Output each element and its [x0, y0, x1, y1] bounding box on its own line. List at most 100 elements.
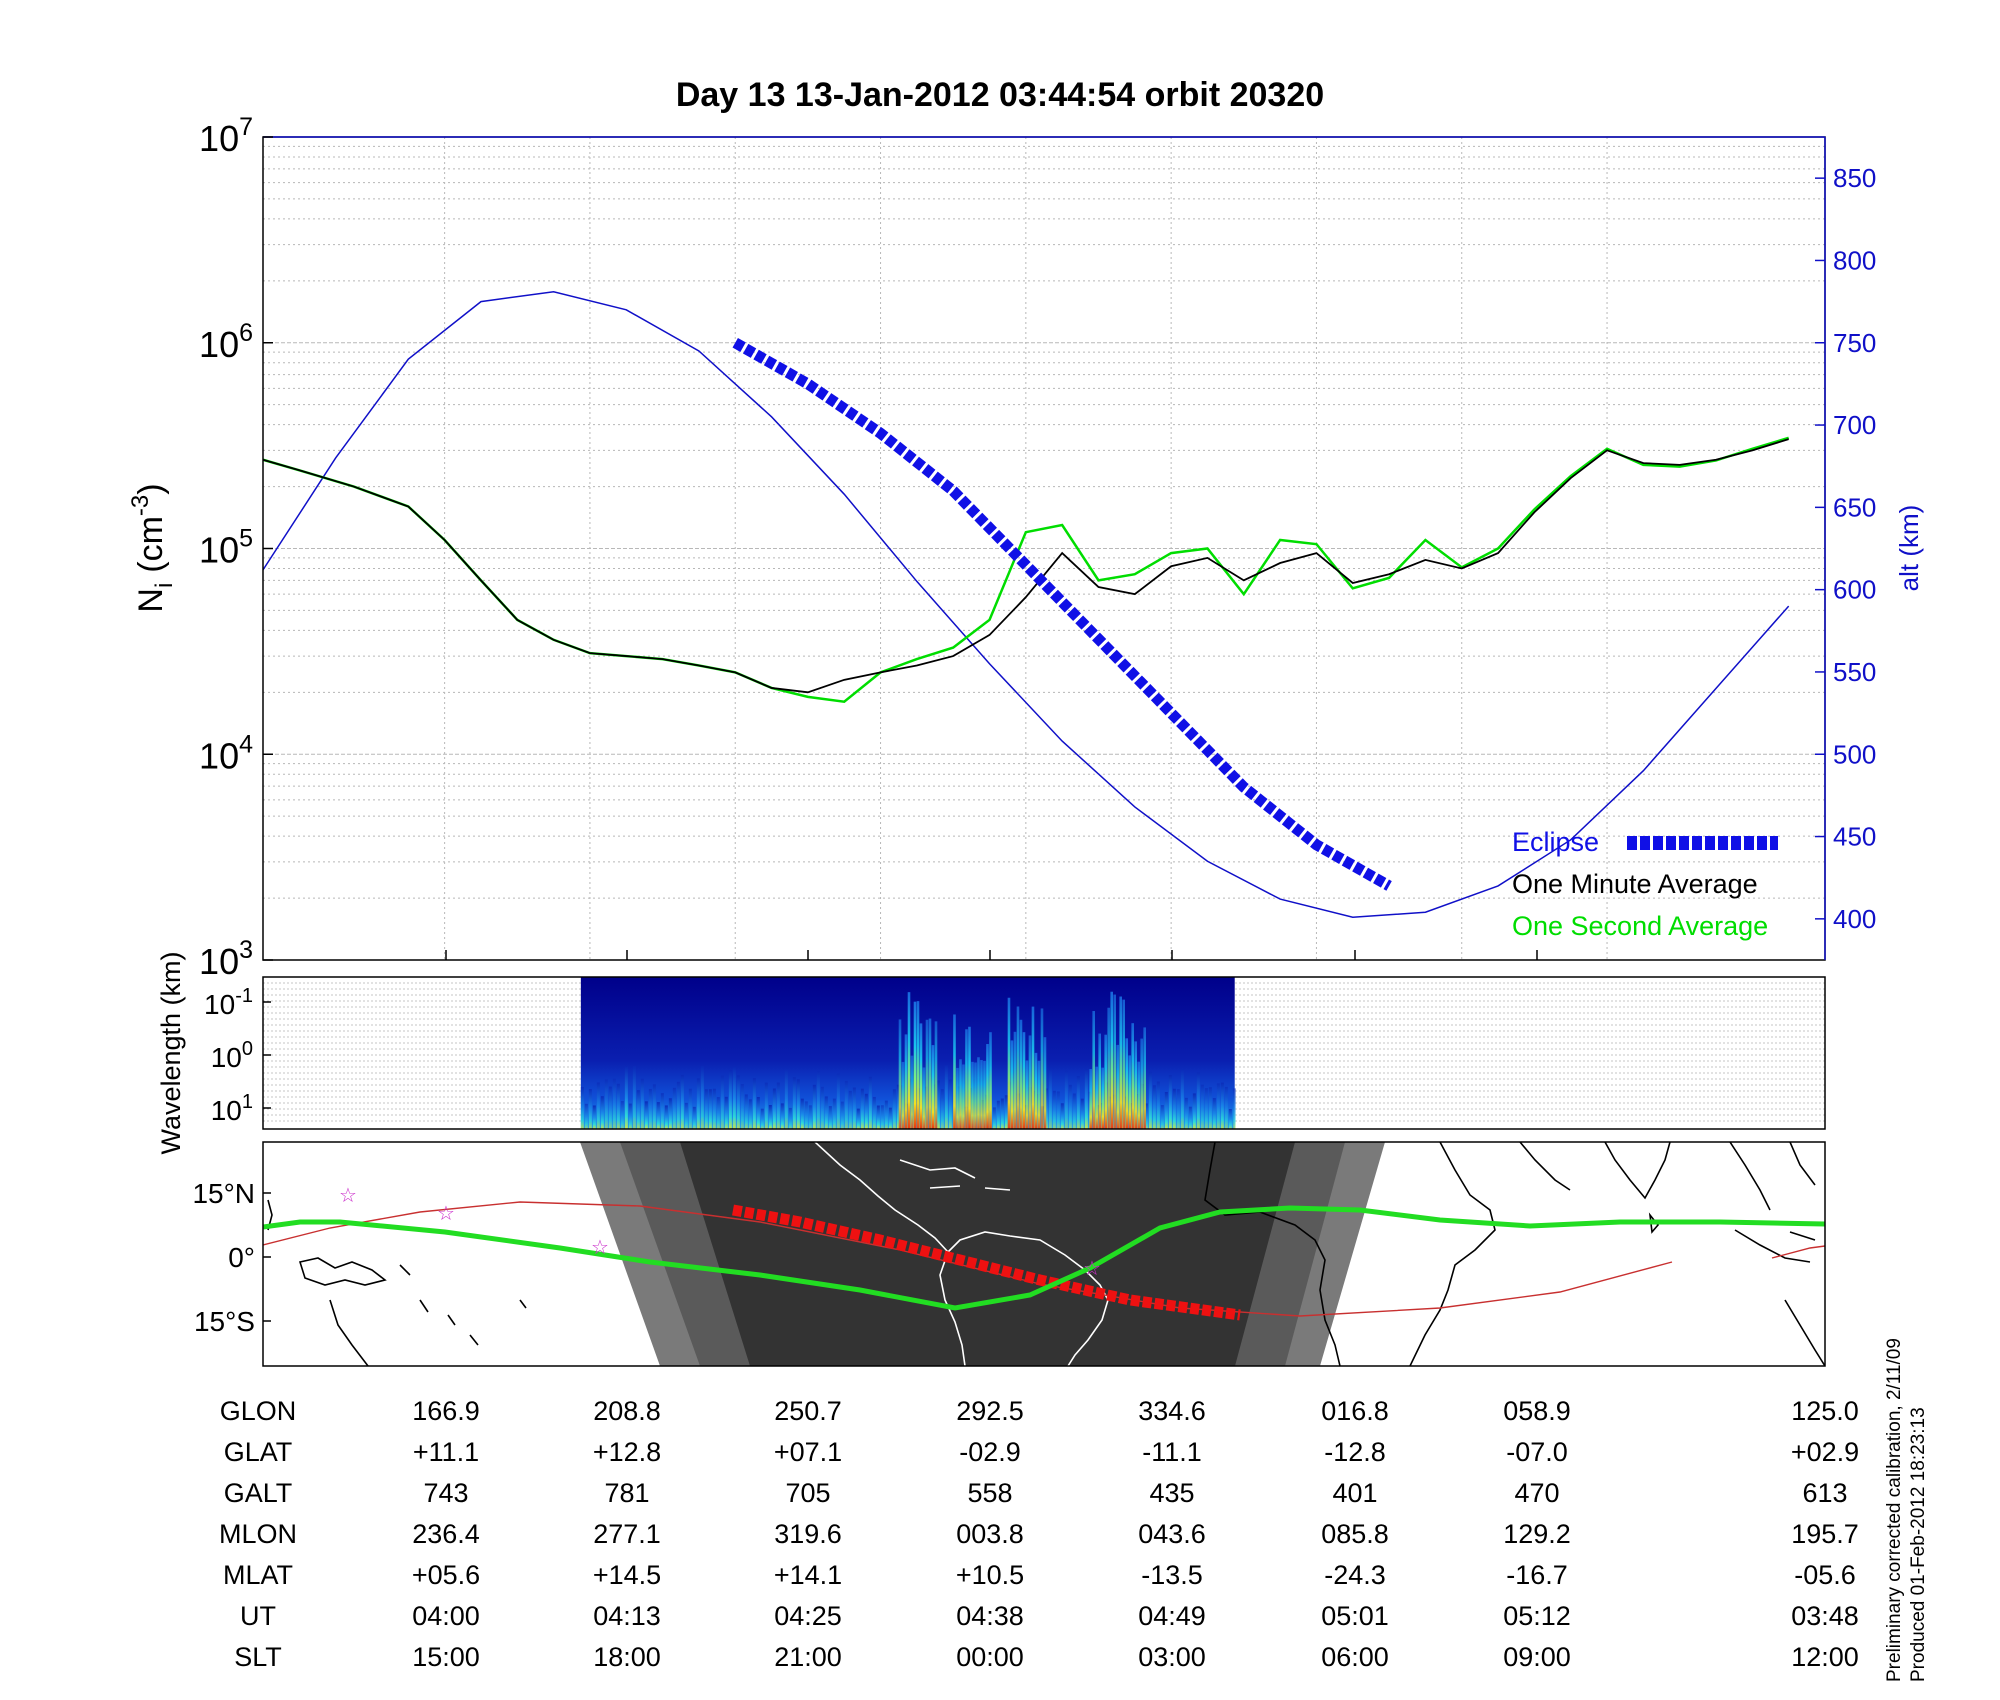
altitude-line: [262, 290, 1790, 918]
spectrogram-column: [1060, 1103, 1064, 1129]
spectrogram-column: [1004, 1095, 1008, 1129]
spectrogram-column: [1220, 1082, 1224, 1129]
density-legend: Eclipse One Minute Average One Second Av…: [1512, 827, 1778, 941]
spectrogram-column: [772, 1088, 776, 1129]
spectrogram-column: [1184, 1097, 1188, 1129]
spectrogram-column: [844, 1080, 848, 1129]
coast-australia: [329, 1299, 369, 1366]
tick-base: 10: [199, 118, 239, 159]
map-y-ticks: 15°N 0° 15°S: [192, 1178, 271, 1337]
spectrogram-column: [940, 1089, 944, 1129]
table-cell: 435: [1149, 1478, 1194, 1508]
spectrogram-column: [692, 1106, 696, 1129]
spectrogram-column: [996, 1100, 1000, 1129]
eclipse-line: [732, 337, 1392, 891]
spectrogram-column: [896, 1084, 900, 1129]
table-cell: 05:12: [1503, 1601, 1571, 1631]
table-row-label: GLON: [220, 1396, 297, 1426]
spectrogram-y-tick-label: 100: [211, 1038, 253, 1073]
spectrogram-column: [908, 1079, 912, 1129]
spectrogram-intense-column: [1119, 996, 1123, 1129]
orbit-info-table: GLON GLAT GALT MLON MLAT UT SLT 166.9 +11.1 743 23…: [219, 1396, 1859, 1672]
spectrogram-intense-column: [1022, 1032, 1026, 1129]
spectrogram-data: [580, 977, 1236, 1129]
spectrogram-column: [680, 1074, 684, 1129]
altitude-tick-label: 800: [1833, 245, 1876, 275]
spectrogram-column: [992, 1107, 996, 1129]
map-stars: ☆ ☆ ☆ ☆: [339, 1183, 1101, 1280]
spectrogram-column: [792, 1077, 796, 1129]
spectrogram-column: [1216, 1083, 1220, 1129]
density-y-axis-label: Ni (cm-3): [127, 483, 178, 612]
tick-base: 10: [204, 989, 235, 1020]
altitude-tick-label: 850: [1833, 163, 1876, 193]
spectrogram-column: [784, 1068, 788, 1129]
ylabel-unit: (cm: [132, 516, 170, 573]
table-cell: +02.9: [1791, 1437, 1859, 1467]
spectrogram-intense-column: [953, 1014, 956, 1129]
table-cell: 470: [1514, 1478, 1559, 1508]
spectrogram-column: [1228, 1108, 1232, 1129]
spectrogram-column: [700, 1066, 704, 1129]
tick-exponent: 3: [239, 936, 253, 964]
spectrogram-intense-column: [1116, 1044, 1120, 1129]
legend-one-second-label: One Second Average: [1512, 911, 1768, 941]
table-cell: -16.7: [1506, 1560, 1568, 1590]
spectrogram-intense-column: [971, 1061, 974, 1129]
spectrogram-column: [752, 1078, 756, 1129]
tick-base: 10: [199, 324, 239, 365]
spectrogram-column: [1008, 1082, 1012, 1129]
coast-australia-west: [1784, 1299, 1825, 1366]
spectrogram-column: [1072, 1093, 1076, 1129]
tick-exponent: -1: [235, 985, 253, 1007]
spectrogram-column: [788, 1107, 792, 1129]
table-cell: 04:25: [774, 1601, 842, 1631]
altitude-tick-label: 700: [1833, 410, 1876, 440]
table-cell: 292.5: [956, 1396, 1024, 1426]
station-star: ☆: [339, 1183, 357, 1207]
spectrogram-column: [768, 1104, 772, 1129]
ylabel-close: ): [132, 483, 170, 494]
coast-central-america: [814, 1142, 949, 1253]
table-cell: 016.8: [1321, 1396, 1389, 1426]
spectrogram-column: [1224, 1086, 1228, 1129]
spectrogram-column: [1200, 1084, 1204, 1129]
spectrogram-intense-column: [916, 1001, 920, 1129]
spectrogram-column: [920, 1069, 924, 1129]
table-cell: 12:00: [1791, 1642, 1859, 1672]
spectrogram-y-tick-label: 10-1: [204, 985, 253, 1020]
altitude-tick-label: 550: [1833, 657, 1876, 687]
spectrogram-intense-column: [925, 1019, 929, 1129]
spectrogram-column: [872, 1096, 876, 1129]
spectrogram-column: [1056, 1091, 1060, 1129]
table-row-label: GLAT: [224, 1437, 293, 1467]
spectrogram-column: [756, 1096, 760, 1129]
legend-eclipse-label: Eclipse: [1512, 827, 1599, 857]
spectrogram-intense-column: [1040, 1008, 1044, 1129]
spectrogram-intense-column: [1013, 1031, 1017, 1129]
coast-southeast-asia: [1729, 1142, 1816, 1211]
table-cell: 195.7: [1791, 1519, 1859, 1549]
altitude-tick-label: 500: [1833, 739, 1876, 769]
spectrogram-column: [812, 1084, 816, 1129]
tick-base: 10: [199, 735, 239, 776]
spectrogram-column: [660, 1093, 664, 1129]
spectrogram-column: [800, 1098, 804, 1129]
spectrogram-column: [744, 1094, 748, 1129]
table-row-label: GALT: [224, 1478, 293, 1508]
table-cell: +14.5: [593, 1560, 661, 1590]
spectrogram-column: [668, 1098, 672, 1129]
spectrogram-column: [1204, 1088, 1208, 1129]
spectrogram-column: [852, 1087, 856, 1129]
spectrogram-column: [1196, 1072, 1200, 1129]
spectrogram-intense-column: [986, 1044, 989, 1129]
table-cell: 208.8: [593, 1396, 661, 1426]
tick-base: 10: [211, 1042, 242, 1073]
coast-africa-west: [1204, 1142, 1341, 1366]
tick-exponent: 0: [242, 1038, 253, 1060]
spectrogram-column: [764, 1082, 768, 1129]
table-cell: 21:00: [774, 1642, 842, 1672]
spectrogram-column: [832, 1098, 836, 1129]
ground-track-map-panel: ☆ ☆ ☆ ☆ 15°N 0° 15°S: [192, 1141, 1826, 1367]
